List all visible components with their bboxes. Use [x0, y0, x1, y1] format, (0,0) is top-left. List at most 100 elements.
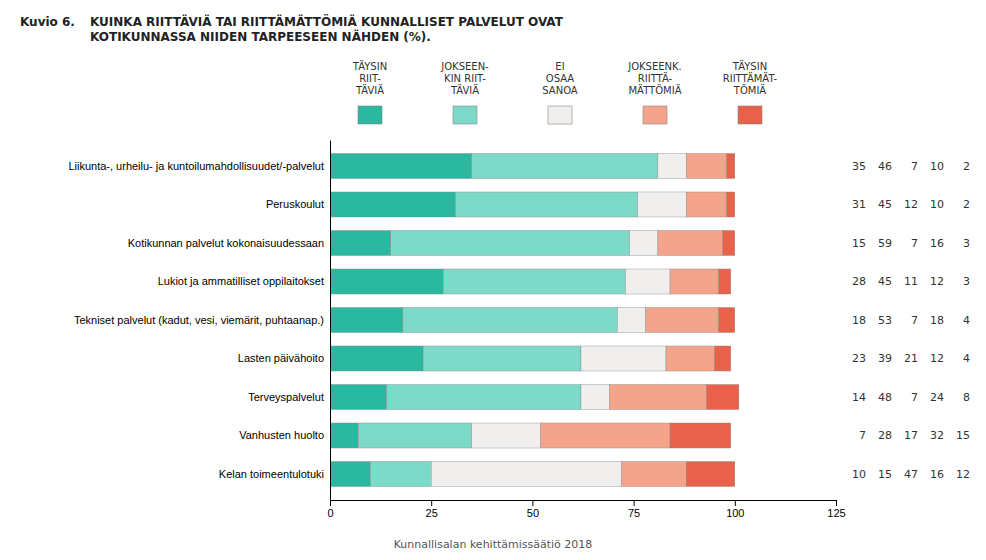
bar: [455, 192, 637, 217]
axis-line: [330, 141, 331, 501]
text-line: SANOA: [542, 85, 578, 96]
tick-mark: [532, 500, 533, 506]
bar: [706, 384, 738, 409]
bar: [330, 153, 472, 178]
bar: [719, 307, 735, 332]
bar: [387, 384, 581, 409]
data-label: 12: [930, 275, 944, 288]
bar: [621, 461, 686, 486]
text-line: TÄVIÄ: [450, 84, 479, 96]
bar: [330, 230, 391, 255]
bar: [330, 269, 443, 294]
bar: [609, 384, 706, 409]
bar: [330, 346, 423, 371]
data-label: 47: [904, 468, 918, 481]
data-label: 3: [963, 237, 970, 250]
text-line: EI: [555, 61, 564, 72]
text-line: Kuvio 6.: [20, 15, 75, 29]
legend-item: JOKSEEN-KIN RIIT-TÄVIÄ: [440, 61, 489, 124]
bar: [658, 230, 723, 255]
text-line: TÖMIÄ: [733, 84, 767, 96]
data-label: 7: [911, 314, 918, 327]
text-line: TÄVIÄ: [355, 84, 384, 96]
tick-label: 100: [726, 507, 744, 519]
bar: [391, 230, 630, 255]
text-line: KUINKA RIITTÄVIÄ TAI RIITTÄMÄTTÖMIÄ KUNN…: [90, 14, 564, 29]
bar: [330, 192, 455, 217]
bar: [658, 153, 686, 178]
data-label: 16: [930, 237, 944, 250]
data-label: 16: [930, 468, 944, 481]
legend-swatch: [453, 106, 477, 124]
data-label: 18: [930, 314, 944, 327]
tick: Lasten päivähoito: [238, 352, 330, 364]
data-label: 11: [904, 275, 918, 288]
tick-label: Lukiot ja ammatilliset oppilaitokset: [158, 275, 324, 287]
text-line: TÄYSIN: [732, 60, 767, 72]
tick: Liikunta-, urheilu- ja kuntoilumahdollis…: [68, 160, 330, 172]
data-label: 39: [878, 352, 892, 365]
x-axis: 0 25 50 75 100 125: [327, 500, 845, 519]
tick-label: Kelan toimeentulotuki: [219, 468, 324, 480]
bar: [358, 423, 471, 448]
data-label: 15: [878, 468, 892, 481]
tick-label: 0: [327, 507, 333, 519]
data-label: 32: [930, 429, 944, 442]
text-line: TÄYSIN: [352, 60, 387, 72]
text-line: RIITTÄ-: [638, 72, 673, 84]
tick: Vanhusten huolto: [239, 429, 330, 441]
bar: [431, 461, 621, 486]
data-label: 23: [852, 352, 866, 365]
tick-mark: [431, 500, 432, 506]
tick: 25: [426, 500, 438, 519]
data-label: 10: [930, 198, 944, 211]
bar: [723, 230, 735, 255]
bar: [638, 192, 687, 217]
tick-label: Liikunta-, urheilu- ja kuntoilumahdollis…: [68, 160, 324, 172]
tick-mark: [634, 500, 635, 506]
data-label: 24: [930, 391, 944, 404]
bar: [686, 461, 735, 486]
legend-item: TÄYSINRIIT-TÄVIÄ: [352, 60, 387, 124]
tick: 100: [726, 500, 744, 519]
bar: [330, 461, 370, 486]
data-label: 53: [878, 314, 892, 327]
data-label: 28: [852, 275, 866, 288]
bar: [581, 346, 666, 371]
bar: [330, 423, 358, 448]
tick-label: Lasten päivähoito: [238, 352, 324, 364]
tick: Terveyspalvelut: [248, 391, 330, 403]
bar: [727, 153, 735, 178]
data-label: 18: [852, 314, 866, 327]
tick-label: 75: [628, 507, 640, 519]
data-label: 2: [963, 160, 970, 173]
bar: [719, 269, 731, 294]
bar: [715, 346, 731, 371]
bar: [626, 269, 671, 294]
data-label: 12: [956, 468, 970, 481]
text-line: RIIT-: [359, 73, 381, 84]
legend-swatch: [358, 106, 382, 124]
data-label: 17: [904, 429, 918, 442]
tick: 75: [628, 500, 640, 519]
data-label: 7: [859, 429, 866, 442]
tick: Lukiot ja ammatilliset oppilaitokset: [158, 275, 330, 287]
legend-item: TÄYSINRIITTÄMÄT-TÖMIÄ: [723, 60, 778, 124]
tick: 50: [527, 500, 539, 519]
tick: Kelan toimeentulotuki: [219, 468, 330, 480]
text-line: OSAA: [546, 73, 575, 84]
data-label: 10: [930, 160, 944, 173]
bar: [646, 307, 719, 332]
legend: TÄYSINRIIT-TÄVIÄJOKSEEN-KIN RIIT-TÄVIÄEI…: [352, 60, 778, 124]
tick-label: Terveyspalvelut: [248, 391, 324, 403]
data-label: 15: [956, 429, 970, 442]
tick-label: 50: [527, 507, 539, 519]
data-label: 45: [878, 275, 892, 288]
tick-mark: [836, 500, 837, 506]
title: Kuvio 6.: [20, 15, 75, 29]
data-label: 46: [878, 160, 892, 173]
bar: [617, 307, 645, 332]
text-line: MÄTTÖMIÄ: [628, 84, 681, 96]
tick-label: 125: [827, 507, 845, 519]
text-line: KIN RIIT-: [444, 73, 486, 84]
